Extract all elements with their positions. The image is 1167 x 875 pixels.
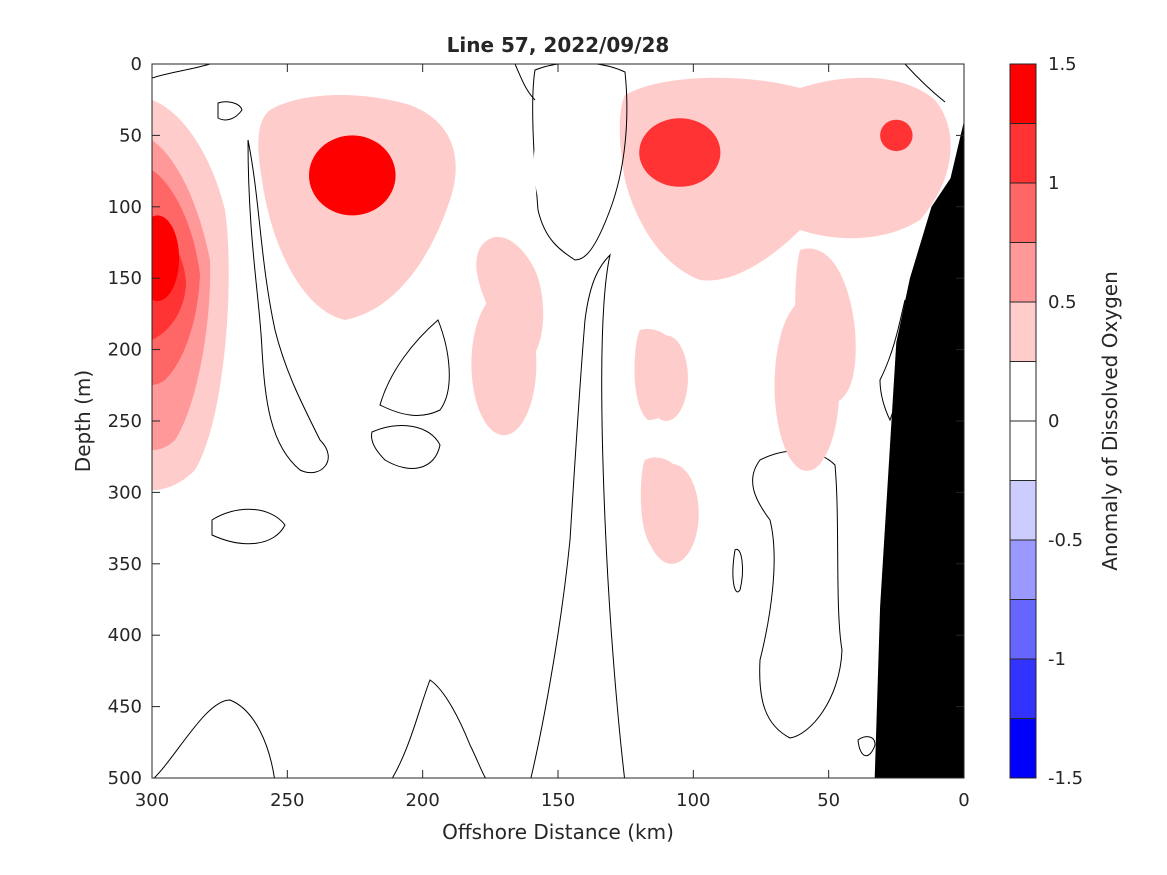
colorbar-border — [1009, 63, 1037, 779]
anomaly-feature-1 — [308, 135, 396, 216]
y-tick-label: 250 — [108, 411, 142, 432]
plot-border — [151, 63, 965, 779]
y-tick-label: 500 — [108, 768, 142, 789]
contour-line-14 — [217, 101, 243, 121]
y-tick-label: 50 — [119, 125, 142, 146]
colorbar-segment — [1010, 599, 1036, 659]
colorbar-tick-label: -0.5 — [1048, 530, 1083, 551]
colorbar-ticks: -1.5 -1 -0.5 0 0.5 1 1.5 — [1048, 54, 1083, 789]
contour-line-16 — [857, 736, 876, 757]
x-axis-label: Offshore Distance (km) — [442, 820, 674, 844]
anomaly-feature-7 — [644, 335, 688, 421]
anomaly-feature-6 — [471, 292, 537, 436]
colorbar-tick-label: -1.5 — [1048, 768, 1083, 789]
y-tick-label: 200 — [108, 340, 142, 361]
contour-line-11 — [152, 64, 211, 79]
colorbar-segment — [1010, 302, 1036, 362]
colorbar-segment — [1010, 659, 1036, 719]
x-tick-label: 300 — [135, 790, 169, 811]
contour-line-3 — [211, 508, 286, 545]
contour-line-5 — [153, 699, 275, 778]
contour-line-7 — [530, 253, 626, 778]
y-axis-ticks: 0 50 100 150 200 250 300 350 400 450 500 — [108, 54, 964, 789]
y-tick-label: 150 — [108, 268, 142, 289]
colorbar-segment — [1010, 421, 1036, 481]
colorbar-tick-label: 0 — [1048, 411, 1059, 432]
colorbar-segment — [1010, 242, 1036, 302]
y-tick-label: 300 — [108, 482, 142, 503]
contour-line-6 — [391, 679, 487, 778]
x-tick-label: 0 — [958, 790, 969, 811]
colorbar-segment — [1010, 361, 1036, 421]
anomaly-feature-5 — [533, 92, 610, 236]
y-tick-label: 400 — [108, 625, 142, 646]
y-tick-label: 450 — [108, 697, 142, 718]
colorbar-label: Anomaly of Dissolved Oxygen — [1098, 271, 1122, 571]
contour-line-13 — [904, 64, 946, 103]
colorbar-tick-label: -1 — [1048, 649, 1066, 670]
contour-line-4 — [371, 425, 441, 469]
contour-line-12 — [514, 64, 536, 101]
contour-line-2 — [379, 319, 450, 416]
anomaly-feature-8 — [644, 463, 699, 564]
anomaly-feature-0 — [152, 215, 180, 302]
chart-title: Line 57, 2022/09/28 — [447, 33, 670, 57]
colorbar-segment — [1010, 64, 1036, 124]
colorbar-segment — [1010, 540, 1036, 600]
y-tick-label: 100 — [108, 197, 142, 218]
y-tick-label: 350 — [108, 554, 142, 575]
colorbar-segment — [1010, 718, 1036, 778]
colorbar-segment — [1010, 123, 1036, 183]
contour-line-8 — [752, 450, 843, 739]
x-tick-label: 250 — [270, 790, 304, 811]
x-tick-label: 50 — [817, 790, 840, 811]
anomaly-feature-9 — [774, 299, 840, 471]
contour-line-9 — [732, 548, 743, 593]
colorbar-segment — [1010, 480, 1036, 540]
contour-line-1 — [247, 139, 329, 474]
x-axis-ticks: 300 250 200 150 100 50 0 — [135, 64, 970, 811]
colorbar — [1010, 64, 1036, 778]
colorbar-tick-label: 1 — [1048, 173, 1059, 194]
x-tick-label: 200 — [405, 790, 439, 811]
anomaly-features — [152, 92, 913, 564]
seafloor-bathymetry — [874, 121, 964, 778]
colorbar-tick-label: 0.5 — [1048, 292, 1077, 313]
anomaly-feature-3 — [880, 119, 913, 152]
colorbar-segment — [1010, 183, 1036, 243]
y-axis-label: Depth (m) — [71, 370, 95, 472]
x-tick-label: 100 — [676, 790, 710, 811]
y-tick-label: 0 — [131, 54, 142, 75]
x-tick-label: 150 — [541, 790, 575, 811]
anomaly-feature-2 — [639, 118, 721, 187]
colorbar-tick-label: 1.5 — [1048, 54, 1077, 75]
